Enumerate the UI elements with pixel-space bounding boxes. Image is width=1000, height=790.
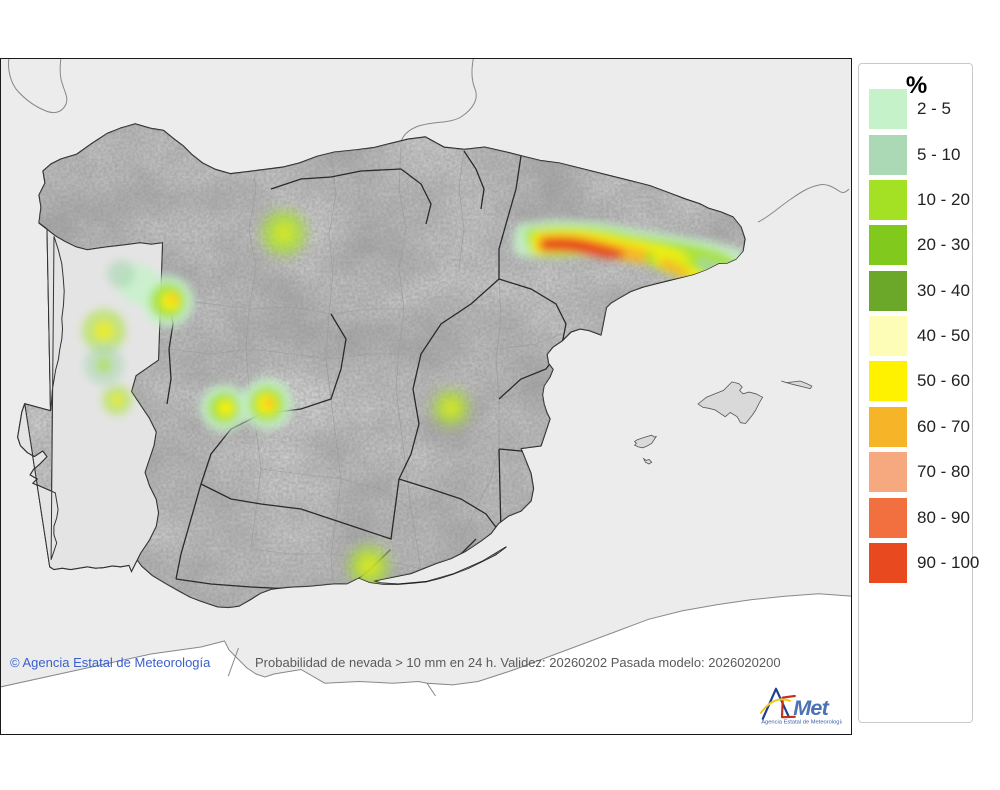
svg-text:Met: Met: [793, 695, 829, 720]
svg-text:Agencia Estatal de Meteorologí: Agencia Estatal de Meteorología: [761, 720, 842, 726]
